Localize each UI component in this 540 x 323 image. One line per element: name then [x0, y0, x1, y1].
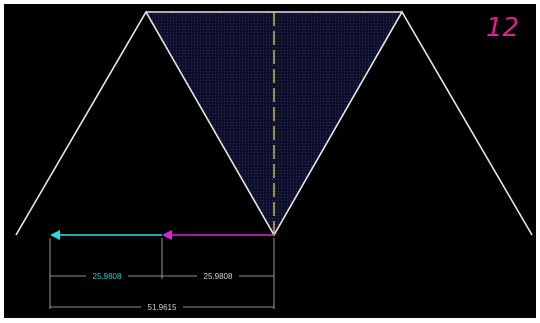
annotation-number: 12: [486, 13, 519, 43]
dim-text-bg-left: [86, 271, 128, 281]
dimension-text-segment-right: 25.9808: [204, 272, 233, 281]
annotation-text: 12: [486, 13, 519, 43]
cyan-arrowhead: [50, 230, 60, 240]
dim-text-bg-total: [141, 302, 183, 312]
cad-viewport[interactable]: 25.9808 25.9808 51.9615: [4, 4, 536, 318]
drawing-svg: 25.9808 25.9808 51.9615: [15, 10, 533, 312]
dimension-text-total: 51.9615: [148, 303, 177, 312]
dim-text-bg-right: [197, 271, 239, 281]
dimension-text-segment-left: 25.9808: [93, 272, 122, 281]
magenta-arrowhead: [162, 230, 172, 240]
hatched-triangle-region: [146, 12, 402, 235]
